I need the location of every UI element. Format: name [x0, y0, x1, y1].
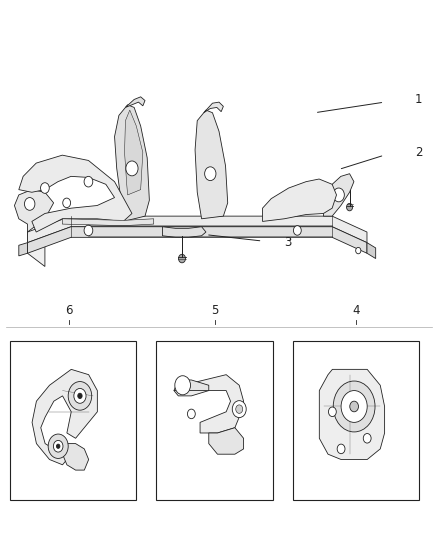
Polygon shape	[162, 227, 206, 237]
Polygon shape	[125, 97, 145, 108]
Circle shape	[25, 198, 35, 211]
Polygon shape	[284, 188, 311, 216]
Circle shape	[291, 195, 300, 206]
Polygon shape	[174, 375, 244, 433]
Circle shape	[333, 188, 344, 202]
Text: 2: 2	[415, 146, 422, 159]
Circle shape	[126, 161, 138, 176]
Circle shape	[328, 407, 336, 417]
Text: 1: 1	[415, 93, 422, 106]
Circle shape	[78, 393, 82, 399]
Circle shape	[232, 401, 246, 418]
Circle shape	[63, 198, 71, 208]
Polygon shape	[115, 105, 149, 221]
Circle shape	[205, 167, 216, 181]
Polygon shape	[195, 110, 228, 219]
Polygon shape	[28, 227, 367, 253]
Circle shape	[346, 204, 353, 211]
Circle shape	[293, 225, 301, 235]
Circle shape	[175, 376, 191, 395]
Polygon shape	[28, 216, 367, 243]
Circle shape	[53, 440, 63, 452]
Text: 5: 5	[211, 304, 218, 317]
Circle shape	[84, 225, 93, 236]
Circle shape	[48, 434, 68, 458]
Polygon shape	[262, 179, 336, 221]
Circle shape	[84, 176, 93, 187]
Circle shape	[333, 381, 375, 432]
Polygon shape	[19, 243, 28, 256]
Circle shape	[363, 433, 371, 443]
Text: 3: 3	[284, 236, 292, 249]
Circle shape	[187, 409, 195, 419]
Polygon shape	[323, 174, 354, 216]
Circle shape	[356, 247, 361, 254]
Polygon shape	[63, 443, 88, 470]
Circle shape	[74, 389, 86, 403]
Circle shape	[57, 444, 60, 448]
Bar	[293, 341, 419, 500]
Text: 4: 4	[352, 304, 360, 317]
Polygon shape	[319, 369, 385, 459]
Polygon shape	[14, 190, 53, 232]
Circle shape	[41, 183, 49, 193]
Bar	[10, 341, 136, 500]
Circle shape	[341, 391, 367, 422]
Bar	[156, 341, 273, 500]
Polygon shape	[19, 155, 132, 232]
Polygon shape	[32, 369, 97, 465]
Polygon shape	[124, 110, 143, 195]
Text: 6: 6	[65, 304, 73, 317]
Circle shape	[350, 401, 358, 412]
Polygon shape	[204, 102, 223, 113]
Polygon shape	[367, 243, 376, 259]
Circle shape	[179, 254, 185, 263]
Polygon shape	[28, 232, 45, 266]
Polygon shape	[174, 380, 209, 391]
Circle shape	[68, 382, 92, 410]
Circle shape	[236, 405, 243, 414]
Circle shape	[337, 444, 345, 454]
Polygon shape	[209, 427, 244, 454]
Polygon shape	[62, 219, 154, 225]
